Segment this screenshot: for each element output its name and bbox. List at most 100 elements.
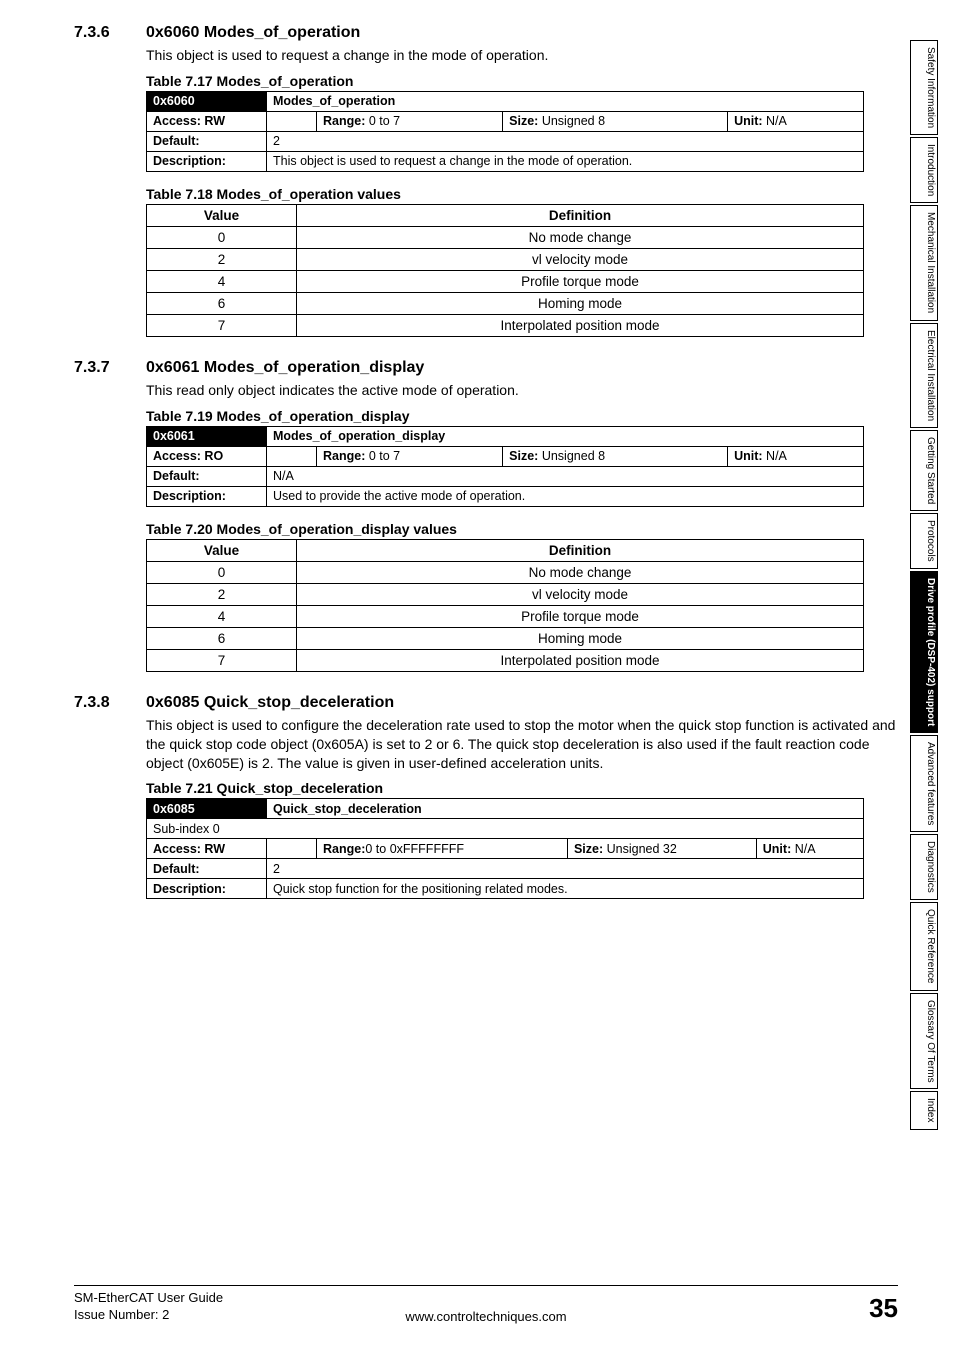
values-table-6060: Value Definition 0No mode change 2vl vel…	[146, 204, 864, 337]
section-title: 0x6085 Quick_stop_deceleration	[146, 694, 898, 712]
value-cell: 7	[147, 649, 297, 671]
range-cell: Range:0 to 0xFFFFFFFF	[317, 839, 568, 859]
table-row: 6Homing mode	[147, 627, 864, 649]
page-number: 35	[869, 1293, 898, 1324]
desc-label: Description:	[147, 486, 267, 506]
footer-issue: Issue Number: 2	[74, 1307, 223, 1324]
value-cell: 0	[147, 561, 297, 583]
size-label: Size:	[509, 114, 538, 128]
values-table-6061: Value Definition 0No mode change 2vl vel…	[146, 539, 864, 672]
object-table-6085: 0x6085 Quick_stop_deceleration Sub-index…	[146, 798, 864, 899]
section-number: 7.3.8	[74, 694, 128, 914]
size-value: Unsigned 8	[542, 449, 605, 463]
tab-electrical[interactable]: Electrical Installation	[910, 323, 938, 428]
obj-name: Quick_stop_deceleration	[267, 799, 864, 819]
definition-cell: Homing mode	[297, 627, 864, 649]
value-cell: 7	[147, 314, 297, 336]
cell-gap	[267, 446, 317, 466]
default-value: 2	[267, 859, 864, 879]
obj-id: 0x6085	[147, 799, 267, 819]
table-row: 7Interpolated position mode	[147, 314, 864, 336]
obj-id: 0x6060	[147, 91, 267, 111]
definition-cell: Profile torque mode	[297, 605, 864, 627]
table-row: 4Profile torque mode	[147, 605, 864, 627]
access-label: Access: RW	[147, 839, 267, 859]
tab-safety[interactable]: Safety Information	[910, 40, 938, 135]
unit-label: Unit:	[734, 449, 762, 463]
section-description: This object is used to request a change …	[146, 46, 898, 65]
obj-id: 0x6061	[147, 426, 267, 446]
default-value: N/A	[267, 466, 864, 486]
range-label: Range:	[323, 114, 365, 128]
tab-advanced[interactable]: Advanced features	[910, 735, 938, 832]
section-title: 0x6060 Modes_of_operation	[146, 24, 898, 42]
footer-url: www.controltechniques.com	[405, 1309, 566, 1324]
table-caption: Table 7.18 Modes_of_operation values	[146, 186, 898, 202]
default-label: Default:	[147, 859, 267, 879]
value-cell: 2	[147, 583, 297, 605]
cell-gap	[267, 111, 317, 131]
tab-protocols[interactable]: Protocols	[910, 513, 938, 569]
section-description: This read only object indicates the acti…	[146, 381, 898, 400]
obj-name: Modes_of_operation_display	[267, 426, 864, 446]
size-cell: Size: Unsigned 32	[567, 839, 756, 859]
desc-value: Used to provide the active mode of opera…	[267, 486, 864, 506]
tab-index[interactable]: Index	[910, 1091, 938, 1129]
range-value: 0 to 7	[369, 449, 400, 463]
size-label: Size:	[509, 449, 538, 463]
section-number: 7.3.6	[74, 24, 128, 355]
table-row: 4Profile torque mode	[147, 270, 864, 292]
object-table-6060: 0x6060 Modes_of_operation Access: RW Ran…	[146, 91, 864, 172]
unit-cell: Unit: N/A	[728, 446, 864, 466]
tab-mechanical[interactable]: Mechanical Installation	[910, 205, 938, 320]
unit-label: Unit:	[734, 114, 762, 128]
col-definition: Definition	[297, 539, 864, 561]
value-cell: 6	[147, 292, 297, 314]
tab-introduction[interactable]: Introduction	[910, 137, 938, 203]
unit-value: N/A	[766, 449, 787, 463]
definition-cell: Profile torque mode	[297, 270, 864, 292]
table-row: 7Interpolated position mode	[147, 649, 864, 671]
object-table-6061: 0x6061 Modes_of_operation_display Access…	[146, 426, 864, 507]
range-label: Range:	[323, 842, 365, 856]
value-cell: 6	[147, 627, 297, 649]
desc-label: Description:	[147, 879, 267, 899]
page-footer: SM-EtherCAT User Guide Issue Number: 2 w…	[74, 1285, 898, 1324]
table-row: 0No mode change	[147, 561, 864, 583]
desc-value: This object is used to request a change …	[267, 151, 864, 171]
table-caption: Table 7.20 Modes_of_operation_display va…	[146, 521, 898, 537]
definition-cell: vl velocity mode	[297, 583, 864, 605]
definition-cell: vl velocity mode	[297, 248, 864, 270]
section-736: 7.3.6 0x6060 Modes_of_operation This obj…	[74, 24, 898, 355]
range-label: Range:	[323, 449, 365, 463]
tab-drive-profile[interactable]: Drive profile (DSP-402) support	[910, 571, 938, 733]
section-738: 7.3.8 0x6085 Quick_stop_deceleration Thi…	[74, 694, 898, 914]
tab-diagnostics[interactable]: Diagnostics	[910, 834, 938, 900]
value-cell: 2	[147, 248, 297, 270]
desc-value: Quick stop function for the positioning …	[267, 879, 864, 899]
size-value: Unsigned 32	[607, 842, 677, 856]
definition-cell: No mode change	[297, 226, 864, 248]
section-description: This object is used to configure the dec…	[146, 716, 898, 773]
unit-label: Unit:	[763, 842, 791, 856]
unit-value: N/A	[795, 842, 816, 856]
unit-cell: Unit: N/A	[756, 839, 863, 859]
default-label: Default:	[147, 466, 267, 486]
access-label: Access: RO	[147, 446, 267, 466]
access-label: Access: RW	[147, 111, 267, 131]
range-cell: Range: 0 to 7	[317, 111, 503, 131]
obj-name: Modes_of_operation	[267, 91, 864, 111]
table-caption: Table 7.17 Modes_of_operation	[146, 73, 898, 89]
tab-quick-ref[interactable]: Quick Reference	[910, 902, 938, 990]
tab-getting-started[interactable]: Getting Started	[910, 430, 938, 511]
tab-glossary[interactable]: Glossary Of Terms	[910, 993, 938, 1090]
side-tabs: Safety Information Introduction Mechanic…	[910, 40, 938, 1130]
section-title: 0x6061 Modes_of_operation_display	[146, 359, 898, 377]
definition-cell: Interpolated position mode	[297, 649, 864, 671]
size-label: Size:	[574, 842, 603, 856]
col-definition: Definition	[297, 204, 864, 226]
value-cell: 4	[147, 605, 297, 627]
size-cell: Size: Unsigned 8	[503, 111, 728, 131]
unit-value: N/A	[766, 114, 787, 128]
table-caption: Table 7.19 Modes_of_operation_display	[146, 408, 898, 424]
